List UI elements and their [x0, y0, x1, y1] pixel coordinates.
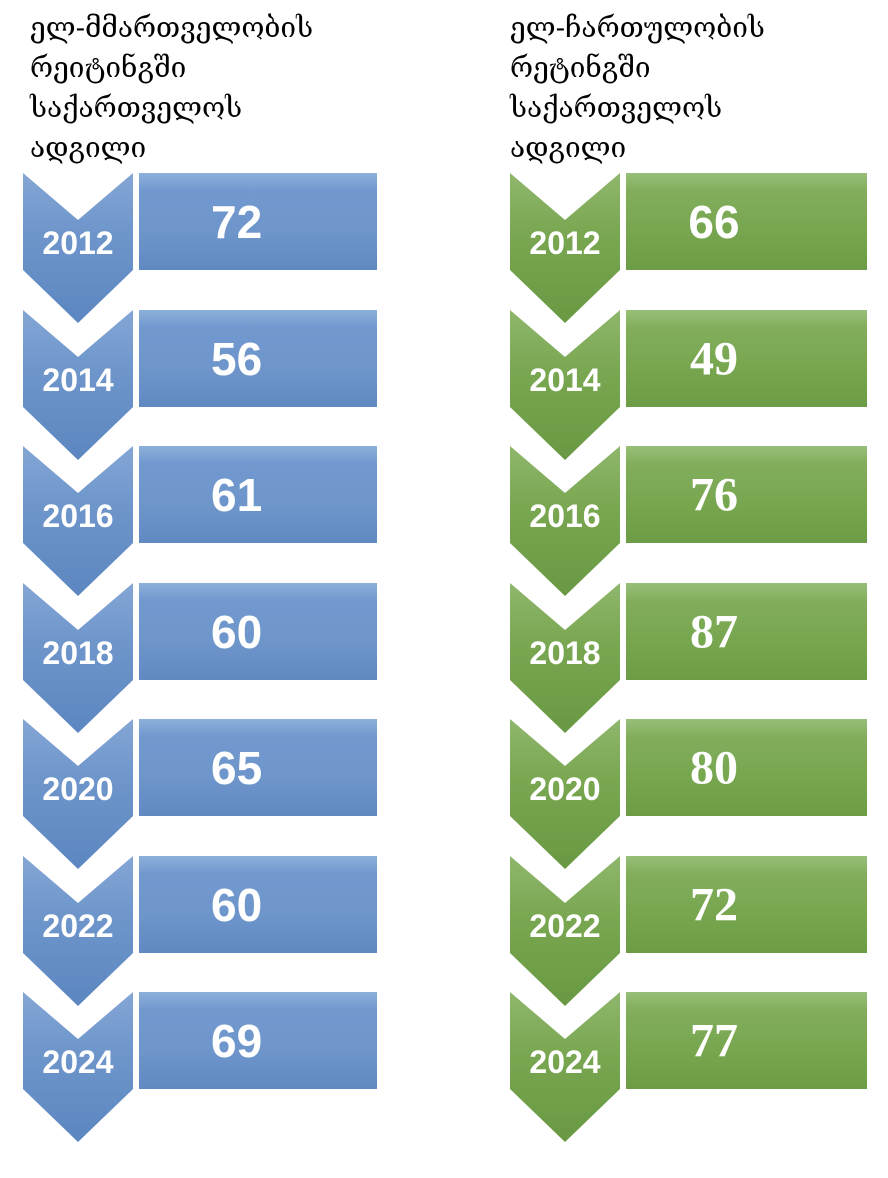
year-label: 2014: [529, 362, 601, 398]
year-chevron: 2016: [23, 446, 133, 596]
timeline-row: 2012 72: [0, 173, 444, 323]
rank-bar: 72: [139, 173, 377, 270]
year-label: 2016: [42, 498, 114, 534]
title-line: ელ-ჩართულობის: [510, 11, 765, 44]
year-chevron: 2024: [510, 992, 620, 1142]
year-chevron: 2014: [23, 310, 133, 460]
year-chevron: 2012: [23, 173, 133, 323]
title-line: ადგილი: [510, 131, 627, 164]
year-label: 2020: [529, 771, 601, 807]
rank-bar: 87: [626, 583, 867, 680]
title-line: რეიტინგში: [30, 51, 187, 84]
title-line: რეტინგში: [510, 51, 651, 84]
timeline-row: 2024 77: [487, 992, 888, 1142]
year-label: 2018: [529, 635, 601, 671]
year-label: 2022: [529, 908, 601, 944]
year-chevron: 2020: [23, 719, 133, 869]
rank-bar: 72: [626, 856, 867, 953]
timeline-row: 2012 66: [487, 173, 888, 323]
rank-value: 60: [210, 878, 263, 931]
title-line: საქართველოს: [510, 91, 723, 124]
title-line: ადგილი: [30, 131, 147, 164]
eparticipation-column-title: ელ-ჩართულობის რეტინგში საქართველოს ადგილ…: [510, 8, 840, 168]
year-label: 2012: [42, 225, 114, 261]
rank-bar: 80: [626, 719, 867, 816]
year-chevron: 2018: [510, 583, 620, 733]
year-chevron: 2014: [510, 310, 620, 460]
timeline-row: 2020 80: [487, 719, 888, 869]
rank-value: 66: [688, 195, 740, 248]
rank-bar: 61: [139, 446, 377, 543]
title-line: ელ-მმართველობის: [30, 11, 314, 44]
egov-column-title: ელ-მმართველობის რეიტინგში საქართველოს ად…: [30, 8, 360, 168]
title-line: საქართველოს: [30, 91, 243, 124]
timeline-row: 2016 61: [0, 446, 444, 596]
year-chevron: 2022: [23, 856, 133, 1006]
rank-value: 69: [210, 1014, 263, 1067]
rank-value: 80: [689, 741, 738, 794]
rank-bar: 60: [139, 583, 377, 680]
rank-value: 72: [689, 878, 738, 931]
timeline-row: 2022 60: [0, 856, 444, 1006]
rank-bar: 69: [139, 992, 377, 1089]
year-chevron: 2022: [510, 856, 620, 1006]
timeline-row: 2014 56: [0, 310, 444, 460]
rank-bar: 49: [626, 310, 867, 407]
rank-value: 65: [210, 741, 263, 794]
timeline-row: 2018 60: [0, 583, 444, 733]
year-label: 2018: [42, 635, 114, 671]
eparticipation-ranking-column: ელ-ჩართულობის რეტინგში საქართველოს ადგილ…: [487, 0, 888, 1178]
year-label: 2022: [42, 908, 114, 944]
rank-bar: 60: [139, 856, 377, 953]
rank-bar: 77: [626, 992, 867, 1089]
timeline-row: 2016 76: [487, 446, 888, 596]
eparticipation-rows: 2012 66 2014 49 2016 76: [487, 173, 888, 1178]
year-label: 2020: [42, 771, 114, 807]
rank-bar: 56: [139, 310, 377, 407]
timeline-row: 2024 69: [0, 992, 444, 1142]
timeline-row: 2020 65: [0, 719, 444, 869]
year-label: 2024: [529, 1044, 601, 1080]
year-chevron: 2024: [23, 992, 133, 1142]
timeline-row: 2018 87: [487, 583, 888, 733]
egov-ranking-column: ელ-მმართველობის რეიტინგში საქართველოს ად…: [0, 8, 444, 1178]
rank-value: 87: [689, 605, 738, 658]
rank-bar: 76: [626, 446, 867, 543]
rank-bar: 65: [139, 719, 377, 816]
timeline-row: 2014 49: [487, 310, 888, 460]
year-label: 2024: [42, 1044, 114, 1080]
rank-value: 61: [210, 468, 263, 521]
rank-value: 60: [210, 605, 263, 658]
rank-value: 76: [689, 468, 738, 521]
rank-value: 77: [689, 1014, 738, 1067]
rank-value: 49: [689, 332, 738, 385]
year-chevron: 2020: [510, 719, 620, 869]
year-chevron: 2016: [510, 446, 620, 596]
egov-rows: 2012 72 2014 56 2016 61: [0, 173, 444, 1178]
year-label: 2016: [529, 498, 601, 534]
year-label: 2012: [529, 225, 601, 261]
rank-value: 56: [210, 332, 263, 385]
rank-bar: 66: [626, 173, 867, 270]
year-chevron: 2012: [510, 173, 620, 323]
rank-value: 72: [210, 195, 263, 248]
timeline-row: 2022 72: [487, 856, 888, 1006]
year-chevron: 2018: [23, 583, 133, 733]
year-label: 2014: [42, 362, 114, 398]
